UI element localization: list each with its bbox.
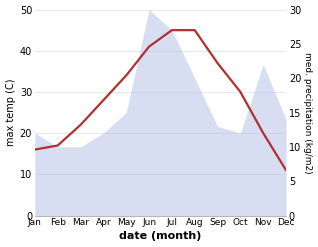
Y-axis label: max temp (C): max temp (C) bbox=[5, 79, 16, 146]
X-axis label: date (month): date (month) bbox=[119, 231, 202, 242]
Y-axis label: med. precipitation (kg/m2): med. precipitation (kg/m2) bbox=[303, 52, 313, 173]
